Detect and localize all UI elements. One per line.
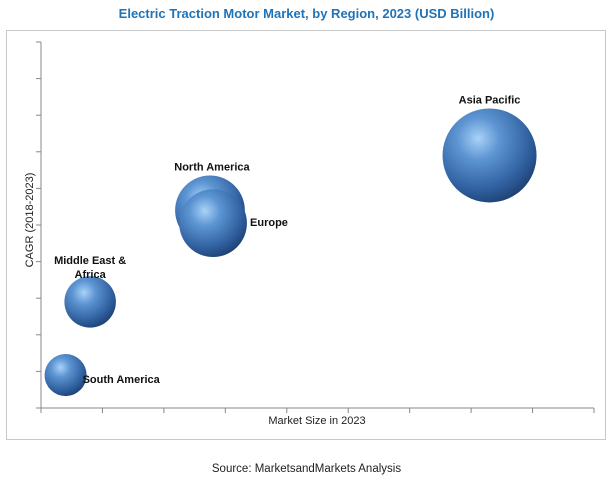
chart-frame [6,30,606,440]
bubble-middle-east-africa [64,276,116,328]
label-asia-pacific: Asia Pacific [459,94,521,106]
y-axis-label: CAGR (2018-2023) [24,173,36,268]
label-middle-east-africa: Middle East & Africa [54,255,126,281]
label-south-america: South America [83,374,161,386]
bubble-south-america [44,354,87,397]
source-note: Source: MarketsandMarkets Analysis [211,463,402,475]
label-europe: Europe [250,217,288,229]
x-axis-label: Market Size in 2023 [268,415,365,427]
bubble-asia-pacific [442,108,537,203]
bubble-europe [179,189,247,258]
axes [36,41,595,413]
chart-title: Electric Traction Motor Market, by Regio… [118,6,495,21]
label-north-america: North America [174,161,250,173]
